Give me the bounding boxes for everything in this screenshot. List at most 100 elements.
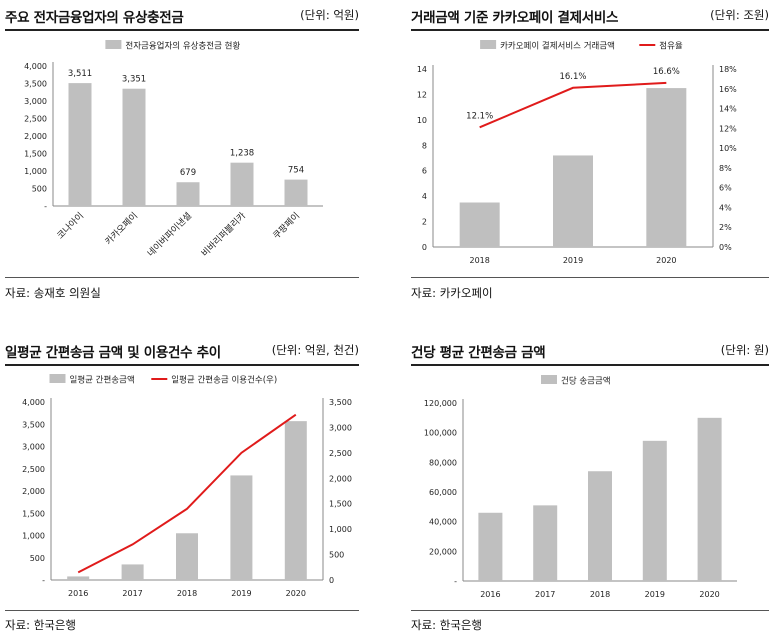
y-tick-label: 4,000	[22, 398, 45, 407]
y-tick-label: -	[44, 202, 47, 211]
y-tick-label: 2	[422, 218, 427, 227]
panel-header: 건당 평균 간편송금 금액 (단위: 원)	[411, 338, 769, 366]
y-tick-label: 2,000	[22, 487, 45, 496]
panel-title: 주요 전자금융업자의 유상충전금	[5, 10, 184, 26]
data-label: 16.6%	[653, 67, 680, 77]
x-tick-label: 2019	[231, 589, 251, 598]
bar	[697, 417, 722, 581]
x-tick-label: 2017	[122, 589, 142, 598]
panel-2: 거래금액 기준 카카오페이 결제서비스 (단위: 조원) 0 2 4 6 8 10 12 14…	[411, 3, 769, 303]
source-label: 자료: 송재호 의원실	[5, 286, 101, 300]
unit-label: (단위: 억원)	[300, 8, 359, 22]
unit-label: (단위: 억원, 천건)	[271, 343, 359, 357]
bar	[459, 202, 500, 247]
bar	[284, 421, 307, 580]
bar	[176, 182, 200, 206]
data-label: 3,351	[122, 75, 146, 85]
panel-4: 건당 평균 간편송금 금액 (단위: 원) - 20,000 40,000 60,00…	[411, 338, 769, 637]
x-tick-label: 2018	[469, 256, 489, 265]
y2-tick-label: 14%	[719, 105, 737, 114]
x-tick-label: 2020	[286, 589, 306, 598]
panel-1: 주요 전자금융업자의 유상충전금 (단위: 억원) - 500 1,000 1,500…	[5, 3, 359, 303]
x-tick-label: 2020	[699, 590, 719, 599]
y-tick-label: 1,500	[24, 150, 47, 159]
bar	[230, 162, 254, 206]
legend-label: 전자금융업자의 유상충전금 현황	[125, 41, 240, 52]
bar	[67, 576, 90, 580]
y-tick-label: 1,500	[22, 509, 45, 518]
data-label: 3,511	[68, 69, 92, 79]
bar	[176, 533, 198, 580]
y2-tick-label: 16%	[719, 85, 737, 94]
y-tick-label: -	[42, 576, 45, 585]
panel-title: 거래금액 기준 카카오페이 결제서비스	[411, 10, 619, 26]
y-tick-label: 80,000	[429, 458, 457, 467]
bar	[533, 505, 558, 581]
y2-tick-label: 4%	[719, 203, 732, 212]
y-tick-label: 2,500	[22, 465, 45, 474]
y-tick-label: 3,500	[24, 80, 47, 89]
y2-tick-label: 6%	[719, 184, 732, 193]
y-tick-label: 3,500	[22, 420, 45, 429]
x-tick-label: 2019	[563, 256, 583, 265]
x-tick-label: 2017	[535, 590, 555, 599]
legend-label: 건당 송금금액	[561, 376, 611, 387]
y-tick-label: 100,000	[424, 429, 457, 438]
source-label: 자료: 카카오페이	[411, 286, 493, 300]
legend-swatch	[105, 40, 122, 49]
y-tick-label: 3,000	[22, 443, 45, 452]
y-tick-label: 4	[422, 192, 427, 201]
source-label: 자료: 한국은행	[5, 618, 77, 632]
y-tick-label: -	[454, 577, 457, 586]
bar	[553, 155, 593, 247]
x-tick-label: 카카오페이	[103, 210, 140, 247]
panel-header: 주요 전자금융업자의 유상충전금 (단위: 억원)	[5, 3, 359, 31]
legend-label: 일평균 간편송금액	[70, 375, 135, 386]
chart-1: - 500 1,000 1,500 2,000 2,500 3,000 3,500 4,000 3…	[24, 40, 323, 259]
x-tick-label: 2019	[645, 590, 665, 599]
y2-tick-label: 3,000	[329, 423, 352, 432]
chart-4: - 20,000 40,000 60,000 80,000 100,000 120,000 2…	[424, 375, 737, 599]
unit-label: (단위: 원)	[720, 343, 769, 357]
series-line	[77, 413, 297, 574]
y2-tick-label: 500	[329, 551, 344, 560]
chart-3: - 500 1,000 1,500 2,000 2,500 3,000 3,500 4,000 0…	[22, 374, 352, 598]
y-tick-label: 3,000	[24, 97, 47, 106]
panel-title: 건당 평균 간편송금 금액	[411, 345, 546, 361]
y-tick-label: 8	[422, 141, 427, 150]
x-tick-label: 2018	[590, 590, 610, 599]
y2-tick-label: 1,000	[329, 525, 352, 534]
x-tick-label: 2016	[480, 590, 500, 599]
y2-tick-label: 3,500	[329, 398, 352, 407]
y-tick-label: 500	[32, 185, 47, 194]
y2-tick-label: 8%	[719, 164, 732, 173]
y-tick-label: 0	[422, 243, 427, 252]
data-label: 679	[180, 168, 196, 178]
y2-tick-label: 0%	[719, 243, 732, 252]
legend-swatch	[49, 374, 66, 383]
source-label: 자료: 한국은행	[411, 618, 483, 632]
bar	[122, 88, 146, 206]
bar	[646, 88, 687, 247]
y-tick-label: 60,000	[429, 488, 457, 497]
bar	[121, 564, 144, 580]
x-tick-label: 비바리퍼블리카	[199, 210, 248, 259]
y-tick-label: 2,500	[24, 115, 47, 124]
bar	[588, 471, 612, 581]
x-tick-label: 2018	[177, 589, 197, 598]
legend-swatch	[480, 40, 497, 49]
y-tick-label: 40,000	[429, 518, 457, 527]
y2-tick-label: 0	[329, 576, 334, 585]
y-tick-label: 500	[30, 554, 45, 563]
data-label: 12.1%	[466, 111, 493, 121]
legend-swatch	[541, 375, 557, 384]
legend-label: 카카오페이 결제서비스 거래금액	[500, 41, 615, 52]
y2-tick-label: 2%	[719, 223, 732, 232]
y2-tick-label: 1,500	[329, 500, 352, 509]
unit-label: (단위: 조원)	[710, 8, 769, 22]
bar	[284, 179, 308, 206]
y-tick-label: 120,000	[424, 399, 457, 408]
bar	[642, 440, 667, 581]
y-tick-label: 6	[422, 167, 427, 176]
y-tick-label: 20,000	[429, 547, 457, 556]
